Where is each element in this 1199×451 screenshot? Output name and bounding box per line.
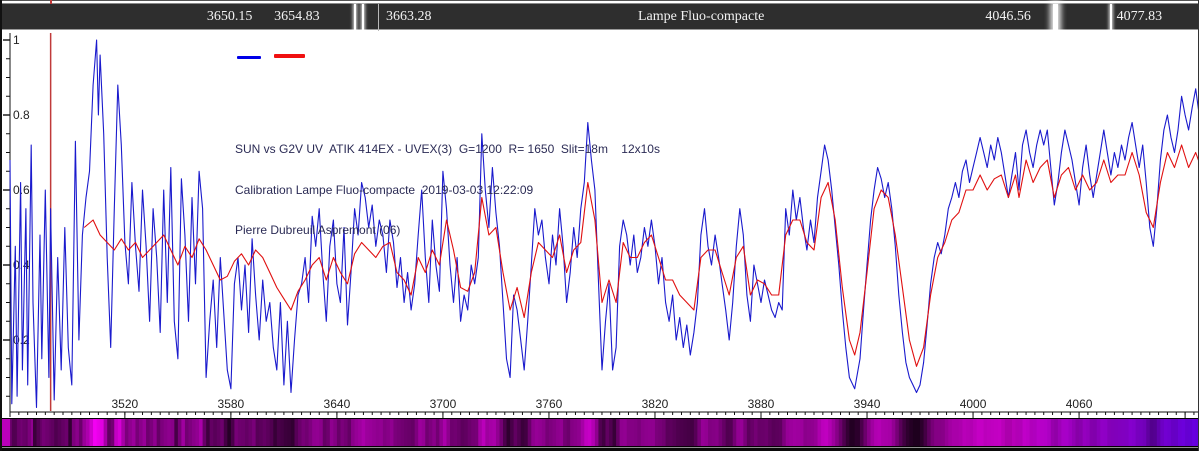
legend-line-calibration: Calibration Lampe Fluo-compacte 2019-03-… — [235, 182, 534, 197]
emission-line-label: 3654.83 — [274, 9, 320, 24]
legend: SUN vs G2V UV ATIK 414EX - UVEX(3) G=120… — [235, 52, 660, 292]
svg-text:3820: 3820 — [642, 397, 669, 411]
emission-line-label: 3663.28 — [386, 9, 432, 24]
svg-text:0.6: 0.6 — [13, 183, 30, 197]
legend-swatch-sun — [237, 56, 261, 59]
emission-line-marker — [1109, 4, 1112, 31]
emission-line-label: 4046.56 — [985, 9, 1031, 24]
spectrum-plot-canvas[interactable]: 3520 3580 3640 3700 3760 3820 3880 3940 4000 4060… — [2, 0, 1199, 418]
svg-text:3580: 3580 — [218, 397, 245, 411]
svg-text:3700: 3700 — [430, 397, 457, 411]
svg-text:1: 1 — [13, 33, 20, 47]
svg-text:0.8: 0.8 — [13, 108, 30, 122]
emission-line-label: 3650.15 — [206, 9, 253, 24]
legend-swatch-g2v — [274, 54, 305, 58]
window-top-edge — [2, 0, 1198, 1]
emission-line-label: 4077.83 — [1116, 9, 1163, 24]
svg-text:4060: 4060 — [1066, 397, 1093, 411]
window-bottom-edge — [2, 447, 1198, 451]
cursor-top-tick — [50, 0, 52, 4]
svg-text:0.2: 0.2 — [13, 333, 30, 347]
svg-text:3760: 3760 — [536, 397, 563, 411]
svg-text:3940: 3940 — [854, 397, 881, 411]
emission-line-marker — [353, 4, 356, 31]
synthetic-spectrum-strip — [2, 418, 1198, 447]
svg-text:4000: 4000 — [960, 397, 987, 411]
lamp-title: Lampe Fluo-compacte — [638, 9, 765, 24]
svg-text:3520: 3520 — [112, 397, 139, 411]
legend-line-observer: Pierre Dubreuil Aspremont (06) — [235, 223, 401, 237]
legend-line-instrument: SUN vs G2V UV ATIK 414EX - UVEX(3) G=120… — [235, 142, 660, 156]
emission-line-marker — [377, 4, 379, 31]
emission-line-marker — [362, 4, 365, 31]
calibration-header-bar: Lampe Fluo-compacte 3650.15 3654.83 3663.2… — [2, 3, 1198, 31]
svg-text:3880: 3880 — [748, 397, 775, 411]
emission-line-marker — [1052, 4, 1058, 31]
svg-text:3640: 3640 — [324, 397, 351, 411]
